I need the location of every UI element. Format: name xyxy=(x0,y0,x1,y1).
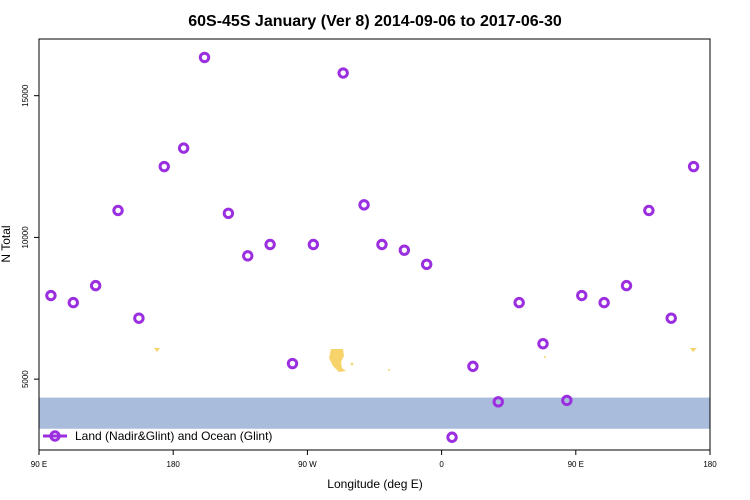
land-south-america-tip xyxy=(329,349,346,372)
data-point xyxy=(112,204,124,217)
data-point xyxy=(242,250,254,262)
y-tick-label: 5000 xyxy=(21,370,30,388)
land-islet-falklands xyxy=(350,362,354,366)
data-point xyxy=(467,360,479,373)
land-patches xyxy=(154,348,697,372)
x-tick-label: 0 xyxy=(439,460,444,469)
data-point xyxy=(398,244,411,256)
legend-swatch-marker xyxy=(49,430,61,442)
latitude-band-map xyxy=(39,348,710,429)
land-islet-kerguelen xyxy=(544,356,546,358)
legend-entry: Land (Nadir&Glint) and Ocean (Glint) xyxy=(75,429,272,443)
data-point xyxy=(687,160,700,173)
data-point xyxy=(643,204,655,217)
data-point xyxy=(67,296,79,309)
data-point xyxy=(286,357,299,370)
data-point xyxy=(576,289,588,302)
chart-title: 60S-45S January (Ver 8) 2014-09-06 to 20… xyxy=(188,13,562,30)
x-axis: 90 E 180 90 W 0 90 E 180 xyxy=(31,450,717,469)
data-point xyxy=(665,312,677,324)
data-point xyxy=(376,238,388,251)
data-point xyxy=(198,51,211,64)
data-point xyxy=(492,396,504,408)
data-point xyxy=(620,279,633,292)
ocean-band xyxy=(39,397,710,429)
land-islands-new-zealand xyxy=(154,348,160,352)
data-point xyxy=(420,258,433,271)
x-tick-label: 90 W xyxy=(298,460,317,469)
x-tick-label: 180 xyxy=(703,460,717,469)
data-point xyxy=(158,160,170,173)
data-point xyxy=(264,238,276,251)
legend: Land (Nadir&Glint) and Ocean (Glint) xyxy=(43,429,272,443)
data-point xyxy=(307,238,320,251)
y-tick-label: 10000 xyxy=(21,226,30,249)
data-point xyxy=(337,67,349,79)
x-tick-label: 180 xyxy=(167,460,181,469)
x-axis-label: Longitude (deg E) xyxy=(327,477,422,491)
data-point xyxy=(45,289,57,302)
data-point xyxy=(598,296,610,309)
plot-area xyxy=(38,38,711,451)
x-tick-label: 90 E xyxy=(31,460,47,469)
data-point xyxy=(358,199,370,211)
x-tick-label: 90 E xyxy=(568,460,584,469)
data-point xyxy=(446,431,458,443)
data-points xyxy=(45,51,700,443)
data-point xyxy=(561,394,573,407)
data-point xyxy=(222,207,235,220)
data-point xyxy=(537,338,549,350)
land-islet-south-georgia xyxy=(388,369,390,371)
data-point xyxy=(133,312,145,324)
y-axis: 5000 10000 15000 xyxy=(21,84,39,388)
y-tick-label: 15000 xyxy=(21,84,30,107)
data-point xyxy=(89,279,102,292)
land-islands-east xyxy=(690,348,697,352)
y-axis-label: N Total xyxy=(0,225,13,262)
data-point xyxy=(513,296,525,309)
data-point xyxy=(177,142,190,154)
